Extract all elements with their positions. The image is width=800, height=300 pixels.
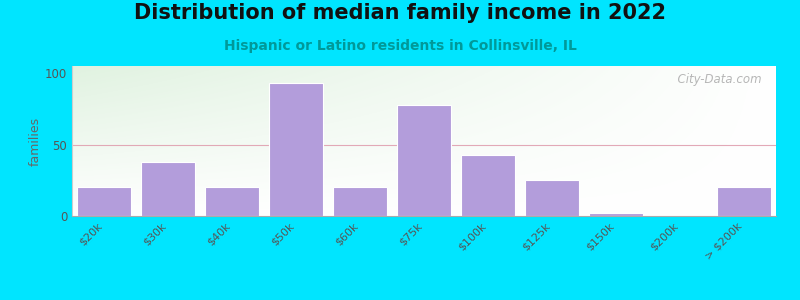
- Text: Hispanic or Latino residents in Collinsville, IL: Hispanic or Latino residents in Collinsv…: [223, 39, 577, 53]
- Y-axis label: families: families: [29, 116, 42, 166]
- Bar: [525, 180, 579, 216]
- Bar: [205, 188, 259, 216]
- Bar: [717, 188, 771, 216]
- Bar: [461, 154, 515, 216]
- Bar: [589, 213, 643, 216]
- Text: Distribution of median family income in 2022: Distribution of median family income in …: [134, 3, 666, 23]
- Bar: [269, 83, 323, 216]
- Bar: [397, 105, 451, 216]
- Text: City-Data.com: City-Data.com: [670, 74, 762, 86]
- Bar: [77, 188, 131, 216]
- Bar: [333, 188, 387, 216]
- Bar: [141, 162, 195, 216]
